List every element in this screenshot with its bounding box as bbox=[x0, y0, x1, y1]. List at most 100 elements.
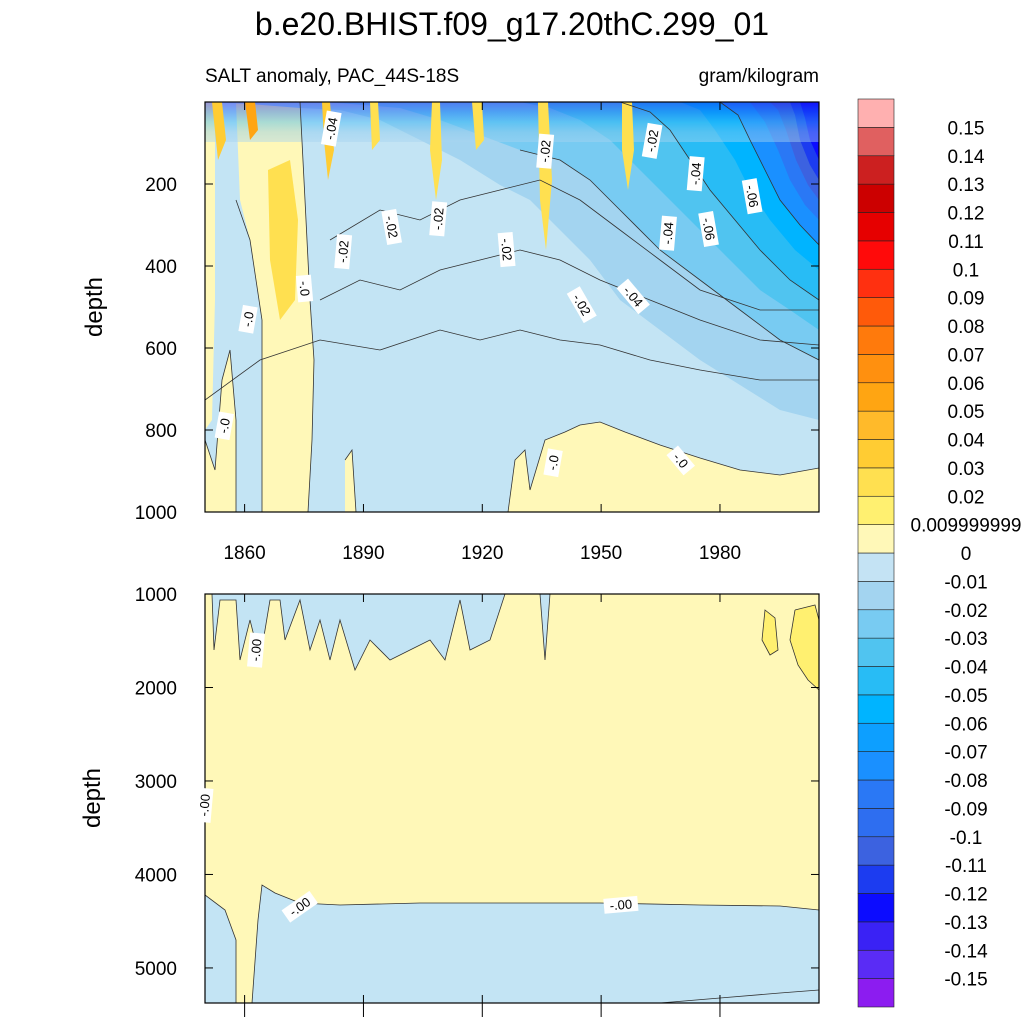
y-tick-label: 3000 bbox=[135, 772, 177, 793]
colorbar-label: -0.02 bbox=[944, 601, 987, 622]
y-tick-label: 600 bbox=[145, 339, 177, 360]
colorbar-label: -0.08 bbox=[944, 771, 987, 792]
contour-label-bg bbox=[281, 890, 319, 923]
contour-label-bg bbox=[641, 122, 663, 159]
contour-label-text: -.02 bbox=[498, 238, 515, 262]
contour-label-bg bbox=[536, 133, 555, 169]
colorbar-label: 0.12 bbox=[948, 204, 985, 225]
contour-label: -.02 bbox=[641, 122, 663, 159]
colorbar-swatch bbox=[857, 694, 895, 724]
upper-ylabel: depth bbox=[81, 277, 108, 337]
contour-label-text: -.00 bbox=[609, 896, 633, 913]
contour-label-text: -.0 bbox=[239, 310, 256, 328]
colorbar-swatch bbox=[857, 836, 895, 866]
y-tick-label: 400 bbox=[145, 257, 177, 278]
colorbar-swatch bbox=[857, 864, 895, 894]
colorbar-swatch bbox=[857, 921, 895, 951]
contour-label: -.00 bbox=[247, 632, 265, 668]
colorbar-swatch bbox=[857, 410, 895, 440]
contour-label-bg bbox=[616, 278, 650, 315]
colorbar-swatch bbox=[857, 609, 895, 639]
contour-label: -.02 bbox=[429, 201, 448, 237]
upper-contour-field bbox=[205, 102, 819, 512]
contour-label: -.00 bbox=[195, 787, 214, 823]
colorbar-swatch bbox=[857, 127, 895, 157]
colorbar-swatch bbox=[857, 722, 895, 752]
contour-label-text: -.02 bbox=[430, 207, 447, 231]
y-tick-label: 1000 bbox=[135, 585, 177, 606]
contour-label: -.00 bbox=[603, 895, 639, 914]
contour-label: -.0 bbox=[295, 274, 314, 303]
colorbar-label: 0.03 bbox=[948, 459, 985, 480]
contour-label-text: -.0 bbox=[544, 454, 561, 472]
colorbar-label: -0.14 bbox=[944, 941, 988, 962]
colorbar-swatch bbox=[857, 467, 895, 497]
contour-label: -.0 bbox=[543, 448, 563, 478]
contour-label-bg bbox=[238, 304, 258, 334]
contour-label-bg bbox=[195, 787, 214, 823]
contour-label-bg bbox=[741, 178, 763, 215]
colorbar-label: 0 bbox=[961, 544, 972, 565]
contour-label-bg bbox=[214, 411, 235, 441]
colorbar-label: -0.03 bbox=[944, 629, 987, 650]
chart-subtitle-left: SALT anomaly, PAC_44S-18S bbox=[205, 66, 459, 87]
x-tick-label: 1950 bbox=[580, 543, 622, 564]
chart-title: b.e20.BHIST.f09_g17.20thC.299_01 bbox=[255, 6, 769, 42]
colorbar-swatch bbox=[857, 297, 895, 327]
contour-label-text: -.0 bbox=[216, 417, 233, 435]
lower-ylabel: depth bbox=[79, 768, 106, 828]
contour-label-bg bbox=[566, 286, 597, 324]
y-tick-label: 2000 bbox=[135, 678, 177, 699]
contour-label-text: -.02 bbox=[382, 215, 401, 240]
colorbar-swatch bbox=[857, 524, 895, 554]
colorbar-swatch bbox=[857, 98, 895, 128]
contour-label-bg bbox=[295, 274, 314, 303]
colorbar-swatch bbox=[857, 637, 895, 667]
y-tick-label: 5000 bbox=[135, 959, 177, 980]
chart-subtitle-right: gram/kilogram bbox=[699, 66, 819, 87]
colorbar-swatch bbox=[857, 354, 895, 384]
contour-label: -.0 bbox=[238, 304, 258, 334]
x-tick-label: 1920 bbox=[461, 543, 503, 564]
colorbar-swatch bbox=[857, 893, 895, 923]
y-tick-label: 200 bbox=[145, 175, 177, 196]
contour-label: -.02 bbox=[381, 208, 403, 246]
contour-label: -.06 bbox=[698, 210, 719, 248]
contour-label-text: -.02 bbox=[537, 139, 554, 163]
upper-plot-frame bbox=[204, 101, 820, 513]
colorbar-swatch bbox=[857, 382, 895, 412]
colorbar-label: -0.11 bbox=[945, 856, 987, 877]
contour-label: -.0 bbox=[214, 411, 235, 441]
contour-label-text: -.02 bbox=[643, 129, 662, 154]
colorbar-swatch bbox=[857, 325, 895, 355]
contour-label-bg bbox=[686, 156, 705, 192]
contour-label: -.04 bbox=[659, 215, 677, 251]
contour-label-bg bbox=[659, 215, 677, 251]
colorbar-swatch bbox=[857, 552, 895, 582]
colorbar-swatch bbox=[857, 240, 895, 270]
colorbar-label: -0.04 bbox=[944, 658, 988, 679]
colorbar-swatch bbox=[857, 183, 895, 213]
contour-label-text: -.0 bbox=[670, 450, 691, 471]
contour-label-bg bbox=[543, 448, 563, 478]
contour-label-bg bbox=[247, 632, 265, 668]
contour-label-bg bbox=[334, 234, 353, 270]
upper-panel: 200 400 600 800 1000 1860 1890 1920 1950 1980 -.0… bbox=[135, 101, 820, 564]
contour-label-bg bbox=[603, 895, 639, 914]
colorbar-swatch bbox=[857, 978, 895, 1008]
y-tick-label: 4000 bbox=[135, 865, 177, 886]
y-tick-label: 800 bbox=[145, 421, 177, 442]
colorbar-swatch bbox=[857, 751, 895, 781]
colorbar-label: 0.08 bbox=[948, 317, 985, 338]
colorbar-label: 0.06 bbox=[948, 374, 985, 395]
x-tick-label: 1890 bbox=[342, 543, 384, 564]
colorbar-label: 0.15 bbox=[948, 118, 985, 139]
contour-label: -.06 bbox=[741, 178, 763, 215]
colorbar-swatch bbox=[857, 666, 895, 696]
x-tick-label: 1980 bbox=[699, 543, 741, 564]
contour-label: -.02 bbox=[497, 231, 516, 268]
contour-label: -.0 bbox=[666, 445, 696, 476]
contour-label-text: -.0 bbox=[296, 280, 312, 296]
